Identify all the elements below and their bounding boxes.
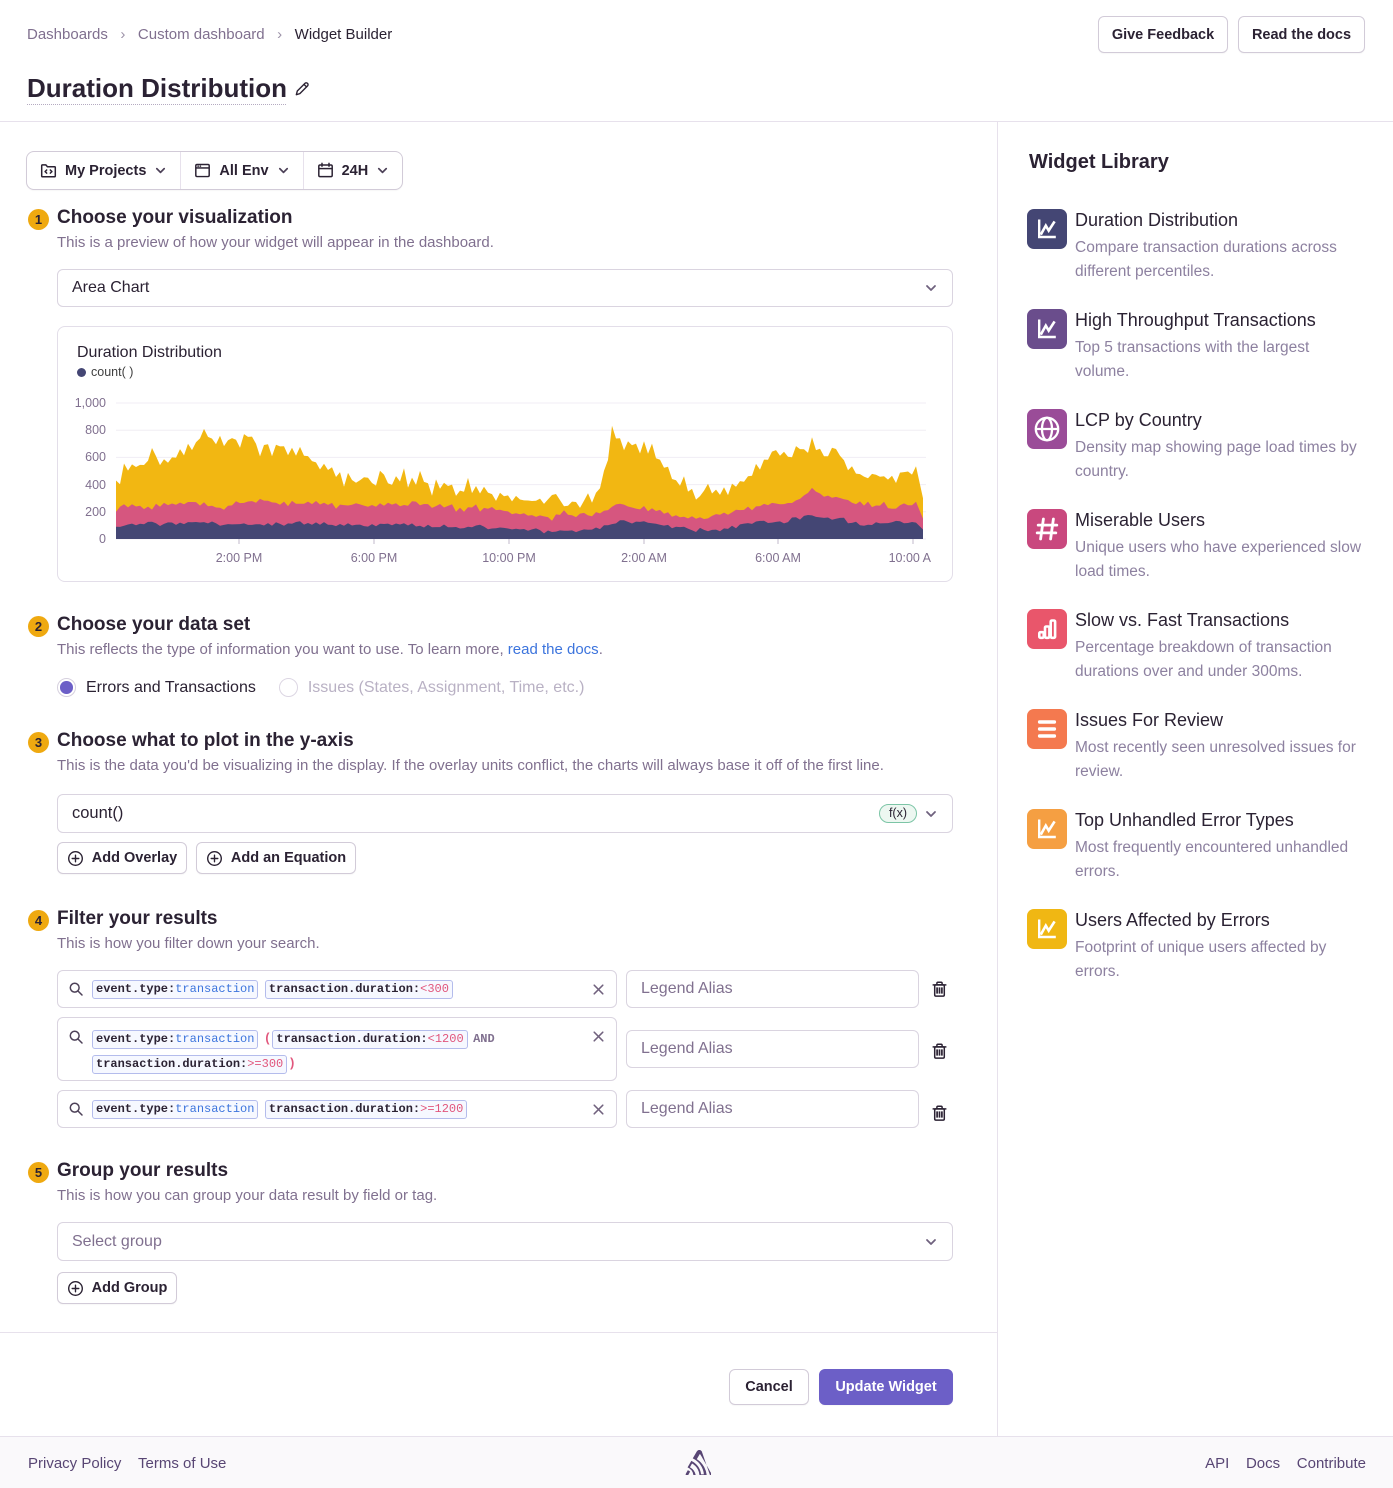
svg-text:10:00 PM: 10:00 PM: [482, 551, 536, 565]
svg-text:2:00 PM: 2:00 PM: [216, 551, 263, 565]
svg-text:600: 600: [85, 450, 106, 464]
svg-text:400: 400: [85, 478, 106, 492]
svg-text:2:00 AM: 2:00 AM: [621, 551, 667, 565]
svg-text:1,000: 1,000: [75, 396, 106, 410]
svg-text:200: 200: [85, 505, 106, 519]
svg-text:6:00 AM: 6:00 AM: [755, 551, 801, 565]
svg-text:800: 800: [85, 423, 106, 437]
svg-text:6:00 PM: 6:00 PM: [351, 551, 398, 565]
svg-text:10:00 A: 10:00 A: [889, 551, 932, 565]
svg-text:0: 0: [99, 532, 106, 546]
